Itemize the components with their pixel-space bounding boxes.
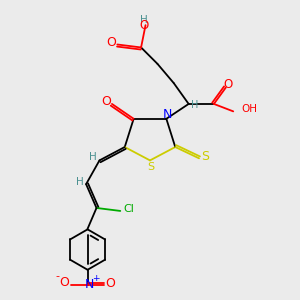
Text: H: H [89,152,97,162]
Text: -: - [55,271,59,281]
Text: S: S [147,162,155,172]
Text: OH: OH [242,104,257,114]
Text: Cl: Cl [124,204,135,214]
Text: +: + [92,274,100,283]
Text: O: O [106,37,116,50]
Text: N: N [84,278,94,290]
Text: O: O [59,276,69,289]
Text: O: O [106,277,116,290]
Text: O: O [102,95,112,108]
Text: S: S [201,150,209,163]
Text: H: H [191,100,199,110]
Text: N: N [162,108,172,121]
Text: H: H [140,15,148,25]
Text: O: O [224,77,233,91]
Text: O: O [140,19,149,32]
Text: H: H [76,177,83,187]
